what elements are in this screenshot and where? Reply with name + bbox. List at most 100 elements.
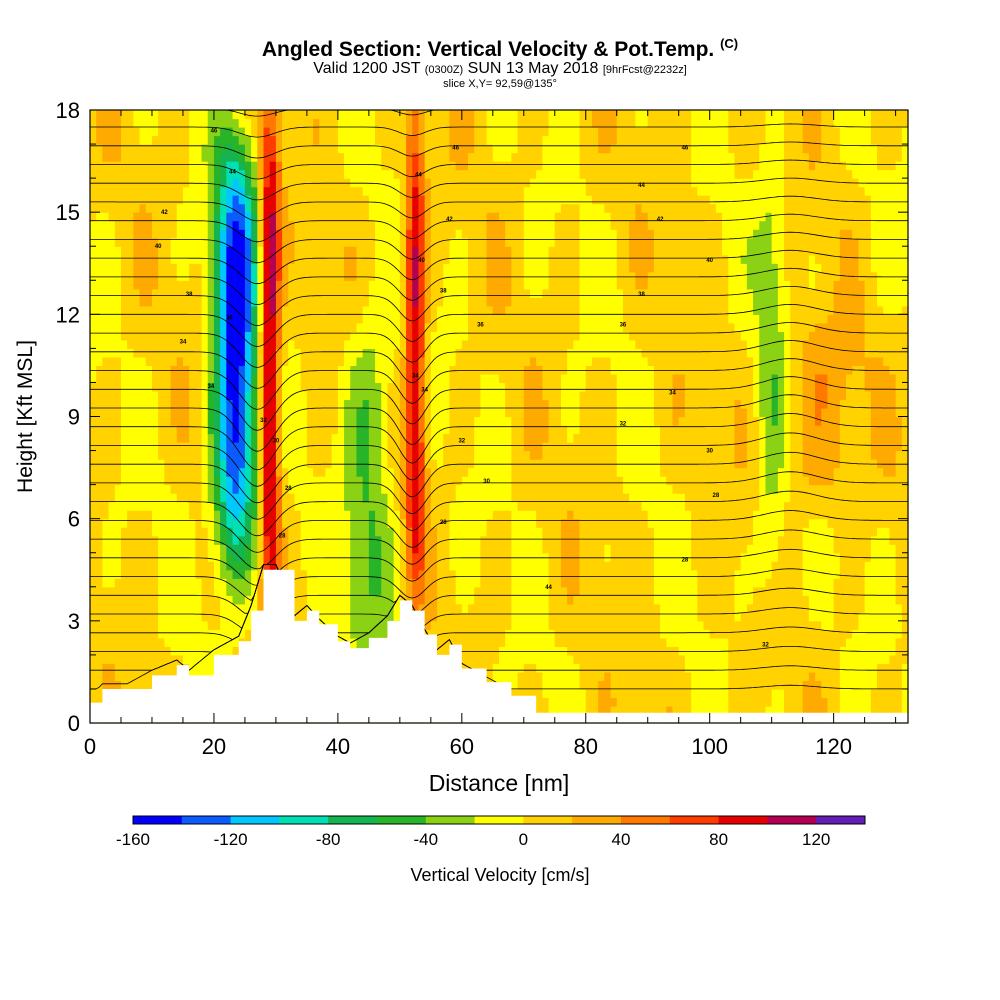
velocity-cell — [306, 246, 314, 256]
velocity-cell — [182, 348, 190, 358]
velocity-cell — [468, 612, 475, 622]
velocity-cell — [387, 195, 395, 205]
velocity-cell — [114, 450, 122, 460]
velocity-cell — [399, 518, 407, 528]
velocity-cell — [207, 569, 215, 579]
velocity-cell — [331, 305, 339, 315]
velocity-cell — [257, 110, 265, 120]
velocity-cell — [424, 595, 432, 605]
velocity-cell — [511, 671, 519, 682]
velocity-cell — [139, 229, 147, 239]
velocity-cell — [393, 110, 401, 120]
velocity-cell — [356, 433, 364, 443]
velocity-cell — [238, 144, 246, 154]
velocity-cell — [511, 110, 519, 120]
velocity-cell — [170, 442, 178, 452]
velocity-cell — [399, 416, 407, 426]
velocity-cell — [424, 161, 432, 171]
velocity-cell — [213, 263, 221, 273]
velocity-cell — [499, 169, 506, 179]
velocity-cell — [505, 663, 512, 673]
velocity-cell — [90, 697, 97, 707]
velocity-cell — [480, 416, 488, 426]
velocity-cell — [170, 595, 178, 605]
velocity-cell — [114, 322, 122, 332]
velocity-cell — [257, 322, 265, 332]
velocity-cell — [344, 501, 351, 511]
velocity-cell — [492, 331, 500, 341]
velocity-cell — [387, 365, 395, 375]
velocity-cell — [145, 348, 153, 358]
velocity-cell — [325, 127, 333, 137]
velocity-cell — [399, 595, 407, 605]
velocity-cell — [158, 110, 165, 120]
velocity-cell — [325, 297, 333, 307]
velocity-cell — [319, 450, 327, 460]
velocity-cell — [176, 186, 184, 196]
velocity-cell — [319, 220, 327, 230]
velocity-cell — [244, 365, 252, 375]
velocity-cell — [313, 459, 320, 469]
velocity-cell — [461, 399, 469, 409]
velocity-cell — [288, 442, 296, 452]
velocity-cell — [424, 263, 432, 273]
velocity-cell — [189, 110, 196, 120]
velocity-cell — [461, 612, 469, 622]
velocity-cell — [344, 578, 351, 588]
velocity-cell — [232, 484, 240, 494]
velocity-cell — [294, 169, 302, 179]
velocity-cell — [263, 382, 271, 392]
velocity-cell — [151, 646, 159, 656]
velocity-cell — [257, 552, 265, 562]
velocity-cell — [139, 450, 147, 460]
velocity-cell — [164, 169, 172, 179]
velocity-cell — [387, 535, 395, 545]
velocity-cell — [288, 425, 296, 435]
velocity-cell — [176, 127, 184, 137]
velocity-cell — [387, 110, 395, 120]
velocity-cell — [288, 339, 296, 349]
velocity-cell — [176, 263, 184, 273]
velocity-cell — [90, 186, 97, 196]
velocity-cell — [486, 254, 494, 264]
velocity-cell — [251, 254, 258, 264]
velocity-cell — [443, 493, 451, 503]
velocity-cell — [300, 501, 308, 511]
velocity-cell — [232, 220, 240, 230]
velocity-cell — [412, 484, 420, 494]
velocity-cell — [455, 552, 463, 562]
velocity-cell — [331, 484, 339, 494]
velocity-cell — [170, 544, 178, 554]
velocity-cell — [443, 595, 451, 605]
velocity-cell — [406, 229, 413, 239]
velocity-cell — [120, 127, 128, 137]
velocity-cell — [331, 493, 339, 503]
velocity-cell — [207, 152, 215, 162]
velocity-cell — [96, 407, 103, 418]
velocity-cell — [480, 425, 488, 435]
velocity-cell — [238, 127, 246, 137]
velocity-cell — [511, 382, 519, 392]
velocity-cell — [108, 288, 116, 298]
velocity-cell — [120, 484, 128, 494]
velocity-cell — [511, 237, 519, 247]
velocity-cell — [399, 220, 407, 230]
velocity-cell — [164, 535, 172, 545]
velocity-cell — [468, 314, 475, 324]
velocity-cell — [120, 416, 128, 426]
velocity-cell — [120, 603, 128, 613]
velocity-cell — [170, 263, 178, 273]
velocity-cell — [251, 220, 258, 230]
velocity-cell — [294, 527, 302, 537]
velocity-cell — [133, 484, 141, 494]
velocity-cell — [90, 510, 97, 520]
velocity-cell — [96, 433, 103, 443]
velocity-cell — [151, 322, 159, 332]
velocity-cell — [306, 322, 314, 332]
velocity-cell — [195, 297, 203, 307]
velocity-cell — [313, 399, 320, 409]
velocity-cell — [133, 356, 141, 367]
velocity-cell — [170, 552, 178, 562]
velocity-cell — [368, 220, 376, 230]
velocity-cell — [319, 595, 327, 605]
